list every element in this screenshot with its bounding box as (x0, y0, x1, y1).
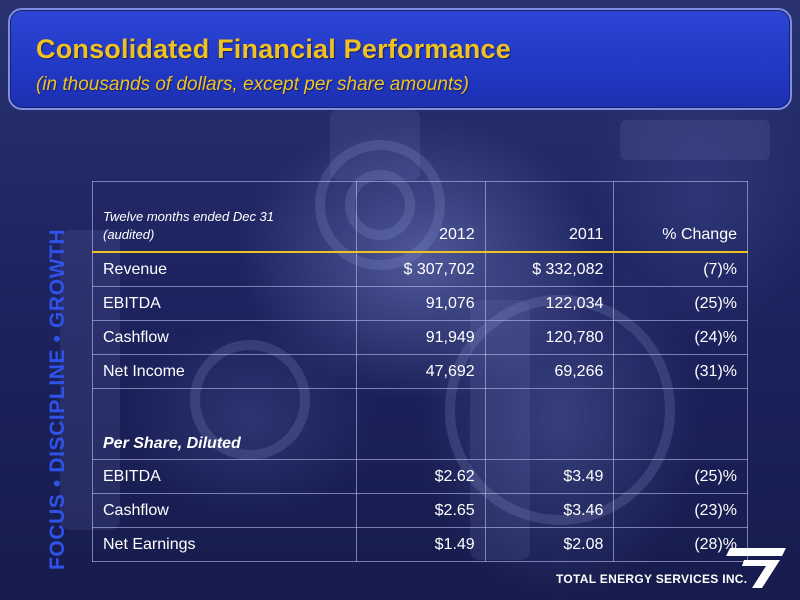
value-2012: $ 307,702 (356, 251, 486, 287)
page-title: Consolidated Financial Performance (36, 34, 511, 64)
value-change: (23)% (613, 493, 748, 528)
per-share-heading: Per Share, Diluted (92, 388, 357, 460)
value-2011: $3.49 (484, 459, 615, 494)
value-2012: $2.65 (356, 493, 486, 528)
empty-cell (484, 388, 615, 460)
value-2011: 120,780 (484, 320, 615, 355)
value-change: (28)% (613, 527, 748, 562)
empty-cell (356, 388, 486, 460)
empty-cell (613, 388, 748, 460)
column-header-change: % Change (613, 181, 748, 253)
company-name: TOTAL ENERGY SERVICES INC. (556, 572, 748, 586)
value-change: (25)% (613, 286, 748, 321)
period-description-line1: Twelve months ended Dec 31 (103, 209, 275, 224)
value-2012: $1.49 (356, 527, 486, 562)
value-2012: 91,949 (356, 320, 486, 355)
value-change: (24)% (613, 320, 748, 355)
value-2011: 69,266 (484, 354, 615, 389)
total-energy-logo-mark-icon (726, 548, 786, 588)
value-2011: $3.46 (484, 493, 615, 528)
value-2011: $ 332,082 (484, 251, 615, 287)
per-share-section-row: Per Share, Diluted (92, 388, 748, 460)
value-2012: $2.62 (356, 459, 486, 494)
table-row: Cashflow 91,949 120,780 (24)% (92, 320, 748, 355)
value-2012: 91,076 (356, 286, 486, 321)
row-label: Cashflow (92, 493, 357, 528)
value-2012: 47,692 (356, 354, 486, 389)
financial-table: Twelve months ended Dec 31 (audited) 201… (92, 181, 748, 562)
row-label: Revenue (92, 251, 357, 287)
period-description: Twelve months ended Dec 31 (audited) (92, 181, 357, 253)
column-header-2012: 2012 (356, 181, 486, 253)
column-header-2011: 2011 (484, 181, 615, 253)
title-banner: Consolidated Financial Performance (in t… (8, 8, 792, 110)
value-change: (31)% (613, 354, 748, 389)
row-label: EBITDA (92, 286, 357, 321)
row-label: Cashflow (92, 320, 357, 355)
row-label: Net Income (92, 354, 357, 389)
page-subtitle: (in thousands of dollars, except per sha… (36, 74, 470, 95)
value-2011: $2.08 (484, 527, 615, 562)
value-change: (7)% (613, 251, 748, 287)
table-row: Net Income 47,692 69,266 (31)% (92, 354, 748, 389)
value-2011: 122,034 (484, 286, 615, 321)
tagline: FOCUS • DISCIPLINE • GROWTH (46, 228, 69, 570)
table-row: Net Earnings $1.49 $2.08 (28)% (92, 527, 748, 562)
table-row: Revenue $ 307,702 $ 332,082 (7)% (92, 251, 748, 287)
table-row: Cashflow $2.65 $3.46 (23)% (92, 493, 748, 528)
table-header-row: Twelve months ended Dec 31 (audited) 201… (92, 181, 748, 253)
table-row: EBITDA $2.62 $3.49 (25)% (92, 459, 748, 494)
company-logo: TOTAL ENERGY SERVICES INC. (556, 542, 792, 592)
table-row: EBITDA 91,076 122,034 (25)% (92, 286, 748, 321)
row-label: Net Earnings (92, 527, 357, 562)
value-change: (25)% (613, 459, 748, 494)
row-label: EBITDA (92, 459, 357, 494)
period-description-line2: (audited) (103, 227, 155, 242)
